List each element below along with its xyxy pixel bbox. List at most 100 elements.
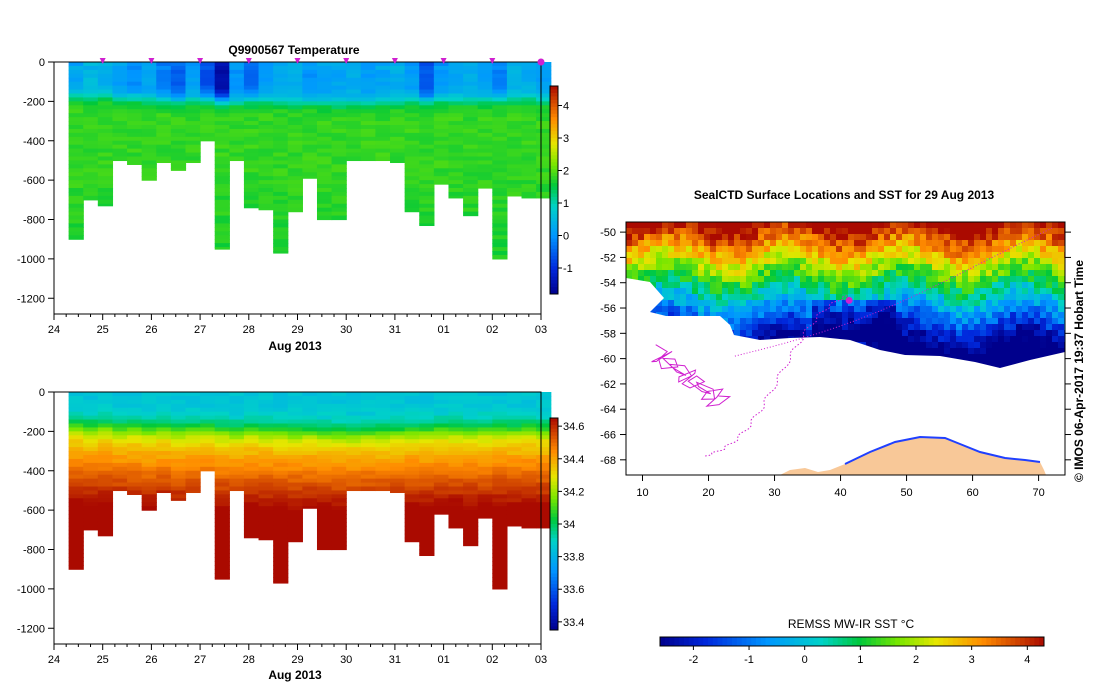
heatmap-cell bbox=[463, 73, 479, 79]
heatmap-cell bbox=[287, 62, 303, 67]
heatmap-cell bbox=[463, 125, 479, 130]
heatmap-cell bbox=[141, 466, 157, 472]
heatmap-cell bbox=[419, 427, 435, 432]
heatmap-cell bbox=[127, 462, 143, 468]
heatmap-cell bbox=[316, 136, 333, 142]
heatmap-cell bbox=[346, 62, 362, 67]
heatmap-cell bbox=[419, 498, 435, 503]
heatmap-cell bbox=[448, 478, 464, 484]
heatmap-cell bbox=[463, 439, 479, 444]
heatmap-cell bbox=[141, 160, 157, 165]
sst-cell bbox=[908, 228, 915, 235]
heatmap-cell bbox=[448, 419, 464, 425]
sst-cell bbox=[956, 270, 963, 277]
heatmap-cell bbox=[258, 482, 274, 488]
heatmap-cell bbox=[477, 144, 493, 150]
sst-cell bbox=[758, 246, 765, 253]
heatmap-cell bbox=[331, 211, 347, 217]
sst-cell bbox=[926, 234, 933, 241]
heatmap-cell bbox=[463, 81, 479, 87]
heatmap-cell bbox=[287, 172, 303, 177]
sst-cell bbox=[872, 276, 879, 283]
heatmap-cell bbox=[200, 69, 216, 75]
sst-cell bbox=[752, 318, 759, 325]
colorbar-swatch bbox=[550, 520, 558, 525]
heatmap-cell bbox=[390, 427, 406, 432]
heatmap-cell bbox=[331, 65, 347, 71]
sst-cell bbox=[734, 312, 741, 319]
sst-cell bbox=[746, 288, 753, 295]
heatmap-cell bbox=[112, 65, 128, 71]
sst-cell bbox=[734, 276, 741, 283]
sst-cell bbox=[656, 252, 663, 259]
heatmap-cell bbox=[258, 514, 274, 519]
sst-cell bbox=[770, 312, 777, 319]
heatmap-cell bbox=[477, 101, 493, 106]
sst-cell bbox=[638, 258, 645, 265]
sst-cell bbox=[974, 282, 981, 289]
heatmap-cell bbox=[243, 140, 260, 146]
sst-cell bbox=[782, 312, 789, 319]
heatmap-cell bbox=[404, 407, 420, 413]
heatmap-cell bbox=[477, 89, 493, 95]
heatmap-cell bbox=[463, 211, 479, 217]
heatmap-cell bbox=[258, 470, 274, 476]
sst-cell bbox=[1040, 222, 1047, 229]
sst-cell bbox=[962, 300, 969, 307]
heatmap-cell bbox=[83, 395, 99, 401]
colorbar-swatch bbox=[550, 626, 558, 631]
heatmap-cell bbox=[419, 69, 435, 75]
heatmap-cell bbox=[97, 105, 114, 110]
heatmap-cell bbox=[463, 435, 479, 440]
heatmap-cell bbox=[316, 529, 333, 535]
heatmap-cell bbox=[141, 447, 157, 452]
heatmap-cell bbox=[141, 431, 157, 436]
heatmap-cell bbox=[463, 541, 479, 547]
salinity-y-axis: 0-200-400-600-800-1000-1200 bbox=[17, 387, 54, 635]
heatmap-cell bbox=[141, 121, 157, 126]
heatmap-cell bbox=[170, 399, 187, 405]
sst-cell bbox=[884, 330, 891, 337]
heatmap-cell bbox=[200, 403, 216, 409]
heatmap-cell bbox=[346, 458, 362, 464]
heatmap-cell bbox=[302, 395, 318, 401]
heatmap-cell bbox=[521, 121, 537, 126]
heatmap-cell bbox=[229, 62, 245, 67]
sst-cell bbox=[902, 324, 909, 331]
heatmap-cell bbox=[404, 117, 420, 122]
heatmap-cell bbox=[536, 521, 552, 527]
heatmap-cell bbox=[287, 65, 303, 71]
heatmap-cell bbox=[68, 176, 84, 181]
heatmap-cell bbox=[506, 411, 523, 417]
heatmap-cell bbox=[127, 140, 143, 146]
heatmap-cell bbox=[404, 494, 420, 499]
heatmap-cell bbox=[127, 490, 143, 495]
heatmap-cell bbox=[200, 128, 216, 134]
sst-cell bbox=[740, 312, 747, 319]
heatmap-cell bbox=[506, 184, 523, 189]
sst-cell bbox=[758, 336, 765, 343]
heatmap-cell bbox=[273, 62, 289, 67]
sst-cell bbox=[980, 306, 987, 313]
sst-cell bbox=[908, 252, 915, 259]
heatmap-cell bbox=[258, 510, 274, 515]
heatmap-cell bbox=[214, 231, 230, 236]
heatmap-cell bbox=[68, 172, 84, 177]
heatmap-cell bbox=[492, 518, 508, 523]
heatmap-cell bbox=[506, 427, 523, 432]
heatmap-cell bbox=[97, 109, 114, 114]
sst-cell bbox=[1004, 360, 1011, 367]
heatmap-cell bbox=[536, 176, 552, 181]
sst-cell bbox=[668, 264, 675, 271]
heatmap-cell bbox=[477, 447, 493, 452]
sst-cell bbox=[974, 240, 981, 247]
heatmap-cell bbox=[433, 431, 450, 436]
sst-cell bbox=[1010, 354, 1017, 361]
heatmap-cell bbox=[141, 125, 157, 130]
heatmap-cell bbox=[492, 403, 508, 409]
sst-cell bbox=[704, 258, 711, 265]
heatmap-cell bbox=[360, 136, 377, 142]
heatmap-cell bbox=[127, 62, 143, 67]
sst-cell bbox=[884, 264, 891, 271]
sst-cell bbox=[914, 228, 921, 235]
